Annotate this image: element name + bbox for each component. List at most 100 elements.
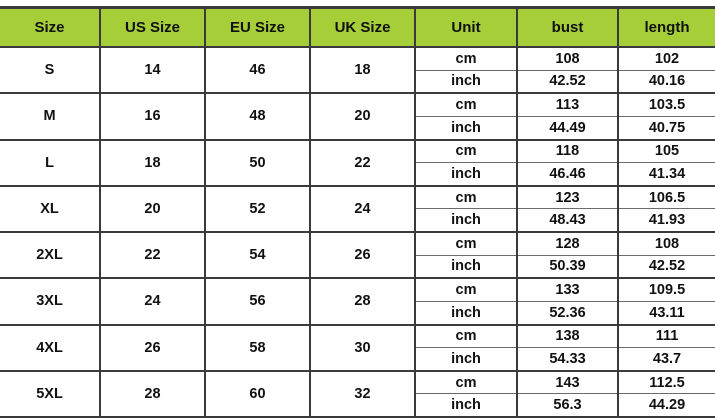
length-value-cell: 108 <box>617 230 715 256</box>
length-value-cell: 42.52 <box>617 254 715 280</box>
table-row: inch 48.43 41.93 <box>0 208 715 234</box>
length-value-cell: 102 <box>617 45 715 71</box>
col-header-length: length <box>617 6 715 48</box>
unit-cell: inch <box>414 393 518 419</box>
col-header-bust: bust <box>516 6 619 48</box>
bust-value-cell: 56.3 <box>516 393 619 419</box>
unit-cell: inch <box>414 300 518 326</box>
length-value-cell: 43.11 <box>617 300 715 326</box>
col-header-us-size: US Size <box>99 6 206 48</box>
length-value-cell: 111 <box>617 323 715 349</box>
unit-cell: cm <box>414 369 518 395</box>
unit-cell: cm <box>414 45 518 71</box>
size-label-cell: 3XL <box>0 277 101 326</box>
length-value-cell: 43.7 <box>617 347 715 372</box>
unit-cell: cm <box>414 184 518 210</box>
table-row: 2XL 22 54 26 cm 128 108 <box>0 230 715 280</box>
eu-size-cell: 46 <box>204 45 311 95</box>
us-size-cell: 24 <box>99 277 206 326</box>
bust-value-cell: 46.46 <box>516 162 619 187</box>
table-row: 3XL 24 56 28 cm 133 109.5 <box>0 277 715 326</box>
size-label-cell: 2XL <box>0 230 101 280</box>
unit-cell: inch <box>414 347 518 372</box>
bust-value-cell: 52.36 <box>516 300 619 326</box>
length-value-cell: 106.5 <box>617 184 715 210</box>
bust-value-cell: 138 <box>516 323 619 349</box>
uk-size-cell: 22 <box>309 138 416 187</box>
eu-size-cell: 60 <box>204 369 311 419</box>
unit-cell: cm <box>414 138 518 164</box>
length-value-cell: 103.5 <box>617 92 715 117</box>
uk-size-cell: 32 <box>309 369 416 419</box>
bust-value-cell: 48.43 <box>516 208 619 234</box>
length-value-cell: 44.29 <box>617 393 715 419</box>
eu-size-cell: 52 <box>204 184 311 234</box>
us-size-cell: 22 <box>99 230 206 280</box>
uk-size-cell: 20 <box>309 92 416 141</box>
bust-value-cell: 128 <box>516 230 619 256</box>
table-row: inch 44.49 40.75 <box>0 115 715 141</box>
size-label-cell: XL <box>0 184 101 234</box>
table-row: 5XL 28 60 32 cm 143 112.5 <box>0 369 715 419</box>
table-row: S 14 46 18 cm 108 102 <box>0 45 715 95</box>
size-label-cell: M <box>0 92 101 141</box>
us-size-cell: 26 <box>99 323 206 372</box>
eu-size-cell: 56 <box>204 277 311 326</box>
size-label-cell: 4XL <box>0 323 101 372</box>
bust-value-cell: 113 <box>516 92 619 117</box>
bust-value-cell: 143 <box>516 369 619 395</box>
header-row: Size US Size EU Size UK Size Unit bust l… <box>0 6 715 48</box>
bust-value-cell: 123 <box>516 184 619 210</box>
unit-cell: cm <box>414 323 518 349</box>
unit-cell: cm <box>414 230 518 256</box>
length-value-cell: 109.5 <box>617 277 715 302</box>
table-row: 4XL 26 58 30 cm 138 111 <box>0 323 715 372</box>
size-chart-table: Size US Size EU Size UK Size Unit bust l… <box>0 6 715 419</box>
length-value-cell: 112.5 <box>617 369 715 395</box>
table-row: inch 52.36 43.11 <box>0 300 715 326</box>
uk-size-cell: 18 <box>309 45 416 95</box>
eu-size-cell: 58 <box>204 323 311 372</box>
unit-cell: inch <box>414 208 518 234</box>
table-row: L 18 50 22 cm 118 105 <box>0 138 715 187</box>
bust-value-cell: 108 <box>516 45 619 71</box>
eu-size-cell: 50 <box>204 138 311 187</box>
uk-size-cell: 26 <box>309 230 416 280</box>
bust-value-cell: 133 <box>516 277 619 302</box>
eu-size-cell: 48 <box>204 92 311 141</box>
us-size-cell: 14 <box>99 45 206 95</box>
length-value-cell: 40.16 <box>617 69 715 95</box>
unit-cell: cm <box>414 277 518 302</box>
table-row: inch 54.33 43.7 <box>0 347 715 372</box>
length-value-cell: 105 <box>617 138 715 164</box>
size-label-cell: S <box>0 45 101 95</box>
table-row: M 16 48 20 cm 113 103.5 <box>0 92 715 141</box>
unit-cell: inch <box>414 69 518 95</box>
size-label-cell: L <box>0 138 101 187</box>
table-row: inch 56.3 44.29 <box>0 393 715 419</box>
length-value-cell: 40.75 <box>617 115 715 141</box>
uk-size-cell: 28 <box>309 277 416 326</box>
size-label-cell: 5XL <box>0 369 101 419</box>
col-header-unit: Unit <box>414 6 518 48</box>
length-value-cell: 41.34 <box>617 162 715 187</box>
unit-cell: inch <box>414 162 518 187</box>
length-value-cell: 41.93 <box>617 208 715 234</box>
unit-cell: cm <box>414 92 518 117</box>
us-size-cell: 28 <box>99 369 206 419</box>
uk-size-cell: 24 <box>309 184 416 234</box>
bust-value-cell: 118 <box>516 138 619 164</box>
bust-value-cell: 50.39 <box>516 254 619 280</box>
col-header-size: Size <box>0 6 101 48</box>
table-row: XL 20 52 24 cm 123 106.5 <box>0 184 715 234</box>
table-row: inch 50.39 42.52 <box>0 254 715 280</box>
table-row: inch 42.52 40.16 <box>0 69 715 95</box>
us-size-cell: 18 <box>99 138 206 187</box>
uk-size-cell: 30 <box>309 323 416 372</box>
col-header-eu-size: EU Size <box>204 6 311 48</box>
us-size-cell: 20 <box>99 184 206 234</box>
col-header-uk-size: UK Size <box>309 6 416 48</box>
table-row: inch 46.46 41.34 <box>0 162 715 187</box>
bust-value-cell: 44.49 <box>516 115 619 141</box>
